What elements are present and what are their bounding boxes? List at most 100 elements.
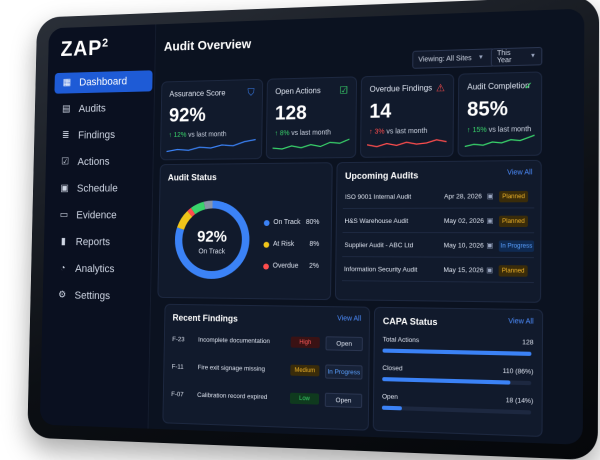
clipboard-check-icon: ☑ [339,85,348,96]
finding-id: F-07 [171,391,183,398]
audit-date: May 02, 2026 [444,218,484,225]
sidebar-item-label: Settings [74,290,110,302]
severity-badge: Medium [290,365,319,377]
legend-swatch [263,263,269,269]
sidebar-item-schedule[interactable]: ▣ Schedule [52,178,151,200]
main-content: Audit Overview Viewing: All Sites ▼ This … [148,9,585,445]
table-row[interactable]: F-11 Fire exit signage missing Medium In Pr… [164,358,368,383]
table-row[interactable]: F-07 Calibration record expired Low Open [164,385,369,411]
table-row[interactable]: H&S Warehouse Audit May 02, 2026 ▣ Planned [337,213,541,234]
row-divider [343,232,535,233]
status-button[interactable]: Open [325,393,362,408]
capa-list: Total Actions 128 Closed 110 (86%) Open 18 (1… [375,334,542,337]
legend-label: Overdue [273,263,299,270]
period-filter-dropdown[interactable]: This Year ▼ [491,47,543,67]
kpi-value: 128 [275,102,307,125]
sidebar-nav: ▦ Dashboard ▤ Audits ≣ Findings ☑ Actions ▣ S… [49,70,152,313]
sidebar-item-label: Audits [79,103,106,115]
capa-status-card: CAPA Status View All Total Actions 128 Clo… [373,307,543,437]
finding-text: Incomplete documentation [198,337,270,345]
kpi-value: 92% [169,105,206,128]
audit-date: May 10, 2026 [444,242,484,249]
capa-value: 128 [522,339,533,347]
calendar-icon: ▣ [59,183,70,194]
capa-row: Total Actions 128 [375,334,542,358]
sidebar-item-label: Actions [77,156,109,168]
kpi-value: 85% [467,98,508,122]
app-screen: ZAP2 ▦ Dashboard ▤ Audits ≣ Findings ☑ Actio… [40,9,584,445]
status-button[interactable]: In Progress [325,364,362,379]
kpi-card-overdue[interactable]: Overdue Findings ⚠ 14 ↑ 3% vs last month [360,74,454,158]
calendar-icon: ▣ [486,241,493,249]
audit-name: ISO 9001 Internal Audit [345,194,411,201]
capa-label: Open [382,393,398,401]
upcoming-list: ISO 9001 Internal Audit Apr 28, 2026 ▣ Plan… [337,188,540,189]
legend-at-risk: At Risk [263,241,294,248]
section-title: Recent Findings [173,313,238,324]
status-badge: Planned [499,191,528,202]
table-row[interactable]: ISO 9001 Internal Audit Apr 28, 2026 ▣ Plan… [337,188,541,209]
sidebar-item-analytics[interactable]: ◔ Analytics [50,258,149,280]
legend-swatch [263,241,269,247]
site-filter-label: Viewing: All Sites [418,55,471,64]
site-filter-dropdown[interactable]: Viewing: All Sites ▼ [412,48,495,69]
calendar-icon: ▣ [487,217,494,225]
sidebar-item-evidence[interactable]: ▭ Evidence [51,205,150,226]
document-icon: ≣ [60,130,71,142]
findings-list: F-23 Incomplete documentation High Open F-11… [165,330,369,334]
table-row[interactable]: F-23 Incomplete documentation High Open [165,330,369,354]
legend-swatch [264,220,270,226]
finding-id: F-11 [172,364,184,371]
capa-value: 110 (86%) [503,368,534,376]
legend-value: 8% [309,241,319,248]
kpi-value: 14 [369,100,391,123]
table-row[interactable]: Information Security Audit May 15, 2026 ▣ P… [336,261,540,283]
status-button[interactable]: Open [325,336,362,351]
clipboard-icon: ▤ [61,104,72,116]
capa-row: Open 18 (14%) [374,391,542,417]
sidebar-item-label: Analytics [75,263,115,275]
sidebar-item-actions[interactable]: ☑ Actions [53,151,151,173]
period-filter-label: This Year [497,49,524,64]
bar-chart-icon: ▮ [58,236,69,247]
recent-findings-card: Recent Findings View All F-23 Incomplete … [162,304,370,431]
gear-icon: ⚙ [57,290,68,302]
capa-bar-track [382,406,531,415]
legend-overdue: Overdue [263,263,298,270]
capa-bar-track [382,377,531,385]
kpi-card-open-actions[interactable]: Open Actions ☑ 128 ↑ 8% vs last month [266,76,357,159]
legend-value: 80% [306,219,320,226]
view-all-link[interactable]: View All [337,315,361,322]
sidebar-item-label: Dashboard [79,76,127,89]
sidebar-item-audits[interactable]: ▤ Audits [54,97,152,120]
kpi-card-completion[interactable]: Audit Completion ✓ 85% ↑ 15% vs last mon… [458,71,543,156]
sidebar-item-dashboard[interactable]: ▦ Dashboard [54,70,152,93]
table-row[interactable]: Supplier Audit - ABC Ltd May 10, 2026 ▣ In … [336,237,540,258]
sidebar-item-findings[interactable]: ≣ Findings [53,124,151,147]
calendar-icon: ▣ [486,266,493,274]
sidebar: ZAP2 ▦ Dashboard ▤ Audits ≣ Findings ☑ Actio… [40,24,156,428]
view-all-link[interactable]: View All [507,169,532,176]
capa-row: Closed 110 (86%) [374,363,542,388]
capa-label: Total Actions [383,336,420,344]
row-divider [342,256,534,258]
row-divider [343,207,534,209]
sidebar-item-settings[interactable]: ⚙ Settings [50,285,149,307]
legend-value: 2% [309,263,319,270]
capa-bar-fill [382,377,510,385]
view-all-link[interactable]: View All [508,318,533,326]
upcoming-audits-card: Upcoming Audits View All ISO 9001 Intern… [335,160,542,303]
sidebar-item-reports[interactable]: ▮ Reports [51,232,150,253]
kpi-card-assurance[interactable]: Assurance Score ⛉ 92% ↑ 12% vs last mont… [160,79,263,160]
warning-icon: ⚠ [436,83,445,94]
sidebar-item-label: Schedule [77,183,118,195]
capa-bar-fill [382,406,402,411]
row-divider [342,280,534,283]
sparkline [166,137,255,154]
check-circle-icon: ✓ [524,81,533,92]
capa-bar-fill [383,349,532,356]
section-title: Audit Status [168,172,217,182]
brand-logo: ZAP2 [60,36,109,62]
legend-on-track: On Track [264,219,301,226]
